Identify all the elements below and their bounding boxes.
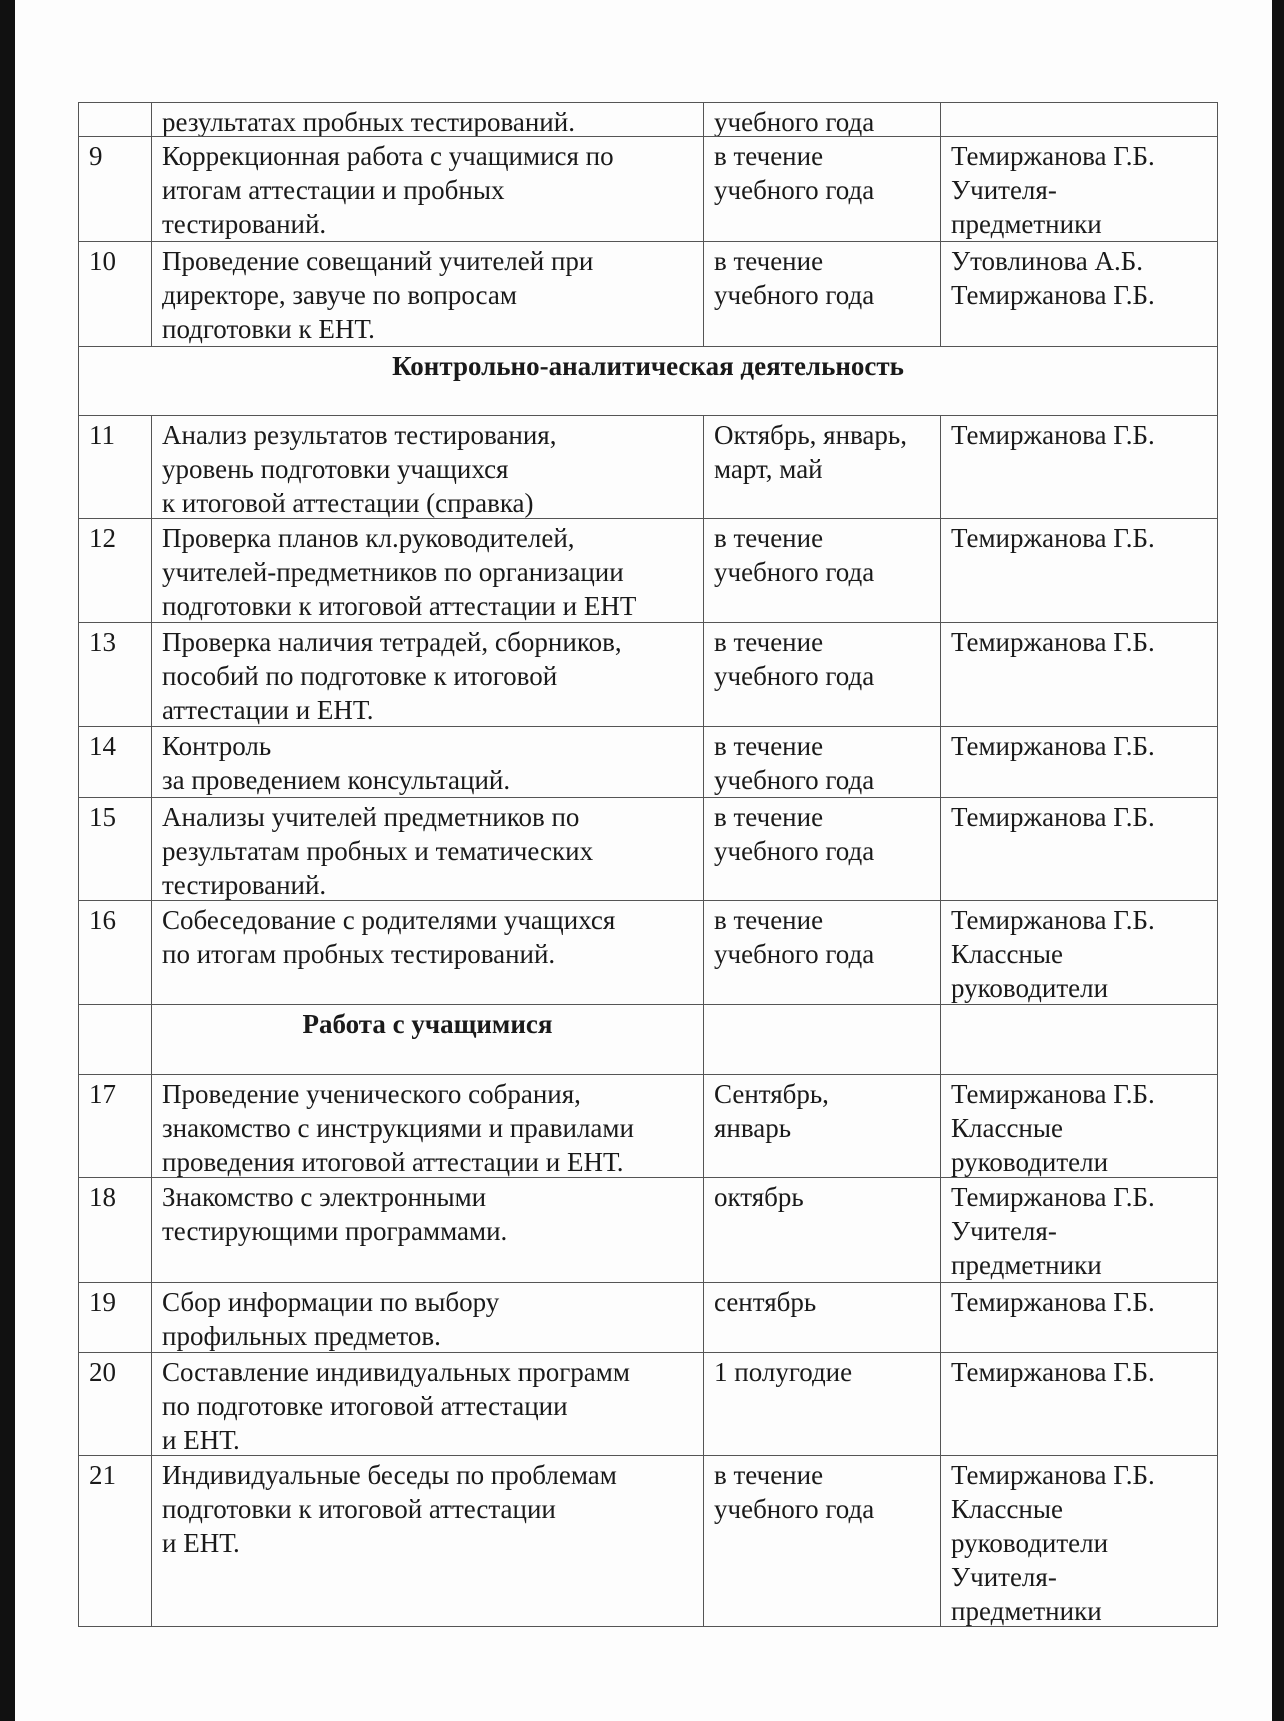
- term-cell: в течение учебного года: [703, 901, 940, 1004]
- row-number: 20: [78, 1353, 151, 1455]
- table-row: 14 Контроль за проведением консультаций. в…: [78, 726, 1218, 797]
- row-number: 10: [78, 242, 151, 346]
- empty-cell: [940, 1005, 1218, 1074]
- task-cell: Проверка наличия тетрадей, сборников, по…: [151, 623, 703, 726]
- responsible-cell: Темиржанова Г.Б.: [940, 727, 1218, 797]
- section-title: Работа с учащимися: [151, 1005, 703, 1074]
- row-number: 19: [78, 1283, 151, 1352]
- term-cell: в течение учебного года: [703, 798, 940, 900]
- task-cell: Знакомство с электронными тестирующими п…: [151, 1178, 703, 1282]
- task-cell: Коррекционная работа с учащимися по итог…: [151, 137, 703, 241]
- term-cell: октябрь: [703, 1178, 940, 1282]
- task-cell: Проведение совещаний учителей при директ…: [151, 242, 703, 346]
- term-cell: 1 полугодие: [703, 1353, 940, 1455]
- task-cell: Проверка планов кл.руководителей, учител…: [151, 519, 703, 622]
- responsible-cell: Темиржанова Г.Б. Классные руководители: [940, 1075, 1218, 1177]
- table-row: 17 Проведение ученического собрания, знак…: [78, 1074, 1218, 1177]
- empty-cell: [703, 1005, 940, 1074]
- responsible-cell: Темиржанова Г.Б. Классные руководители У…: [940, 1456, 1218, 1626]
- table-row: 12 Проверка планов кл.руководителей, учит…: [78, 518, 1218, 622]
- row-number: [78, 103, 151, 136]
- task-cell: Анализ результатов тестирования, уровень…: [151, 416, 703, 518]
- table-row: 13 Проверка наличия тетрадей, сборников, …: [78, 622, 1218, 726]
- term-cell: Сентябрь, январь: [703, 1075, 940, 1177]
- row-number: 13: [78, 623, 151, 726]
- row-number: 14: [78, 727, 151, 797]
- task-cell: результатах пробных тестирований.: [151, 103, 703, 137]
- row-number: 15: [78, 798, 151, 900]
- table-row: 11 Анализ результатов тестирования, урове…: [78, 415, 1218, 518]
- row-number: 12: [78, 519, 151, 622]
- table-row: 15 Анализы учителей предметников по резул…: [78, 797, 1218, 900]
- responsible-cell: Утовлинова А.Б. Темиржанова Г.Б.: [940, 242, 1218, 346]
- section-header-row: Работа с учащимися: [78, 1004, 1218, 1074]
- responsible-cell: Темиржанова Г.Б.: [940, 798, 1218, 900]
- responsible-cell: Темиржанова Г.Б.: [940, 519, 1218, 622]
- row-number: 18: [78, 1178, 151, 1282]
- term-cell: в течение учебного года: [703, 519, 940, 622]
- table-row: 21 Индивидуальные беседы по проблемам под…: [78, 1455, 1218, 1627]
- responsible-cell: [940, 103, 1218, 136]
- row-number: 9: [78, 137, 151, 241]
- section-title: Контрольно-аналитическая деятельность: [78, 347, 1218, 415]
- table-row: 9 Коррекционная работа с учащимися по ито…: [78, 136, 1218, 241]
- responsible-cell: Темиржанова Г.Б.: [940, 1353, 1218, 1455]
- responsible-cell: Темиржанова Г.Б. Классные руководители: [940, 901, 1218, 1004]
- responsible-cell: Темиржанова Г.Б.: [940, 623, 1218, 726]
- term-cell: в течение учебного года: [703, 623, 940, 726]
- term-cell: Октябрь, январь, март, май: [703, 416, 940, 518]
- section-header-row: Контрольно-аналитическая деятельность: [78, 346, 1218, 415]
- row-number: 21: [78, 1456, 151, 1626]
- row-number: 11: [78, 416, 151, 518]
- row-number: 17: [78, 1075, 151, 1177]
- task-cell: Индивидуальные беседы по проблемам подго…: [151, 1456, 703, 1626]
- task-cell: Собеседование с родителями учащихся по и…: [151, 901, 703, 1004]
- responsible-cell: Темиржанова Г.Б. Учителя- предметники: [940, 1178, 1218, 1282]
- table-row: 10 Проведение совещаний учителей при дире…: [78, 241, 1218, 346]
- row-number: 16: [78, 901, 151, 1004]
- term-cell: в течение учебного года: [703, 137, 940, 241]
- table-row: результатах пробных тестирований. учебног…: [78, 102, 1218, 137]
- task-cell: Проведение ученического собрания, знаком…: [151, 1075, 703, 1177]
- responsible-cell: Темиржанова Г.Б.: [940, 1283, 1218, 1352]
- responsible-cell: Темиржанова Г.Б.: [940, 416, 1218, 518]
- responsible-cell: Темиржанова Г.Б. Учителя- предметники: [940, 137, 1218, 241]
- term-cell: учебного года: [703, 103, 940, 137]
- empty-cell: [78, 1005, 151, 1074]
- scanned-page: результатах пробных тестирований. учебног…: [15, 0, 1272, 1721]
- table-row: 19 Сбор информации по выбору профильных п…: [78, 1282, 1218, 1352]
- term-cell: в течение учебного года: [703, 727, 940, 797]
- task-cell: Анализы учителей предметников по результ…: [151, 798, 703, 900]
- task-cell: Сбор информации по выбору профильных пре…: [151, 1283, 703, 1352]
- task-cell: Составление индивидуальных программ по п…: [151, 1353, 703, 1455]
- term-cell: сентябрь: [703, 1283, 940, 1352]
- table-row: 16 Собеседование с родителями учащихся по…: [78, 900, 1218, 1004]
- table-row: 20 Составление индивидуальных программ по…: [78, 1352, 1218, 1455]
- task-cell: Контроль за проведением консультаций.: [151, 727, 703, 797]
- term-cell: в течение учебного года: [703, 1456, 940, 1626]
- term-cell: в течение учебного года: [703, 242, 940, 346]
- table-row: 18 Знакомство с электронными тестирующими…: [78, 1177, 1218, 1282]
